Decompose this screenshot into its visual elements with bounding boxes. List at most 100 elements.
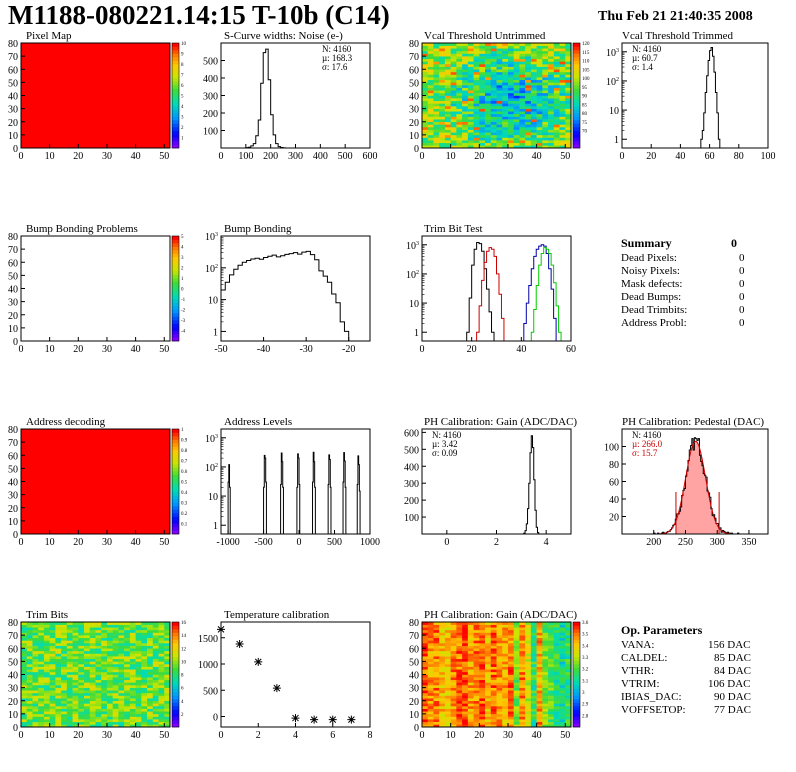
heatmap-cell <box>444 129 451 133</box>
heatmap-cell <box>490 716 497 720</box>
heatmap-cell <box>548 669 555 673</box>
x-tick-label: 40 <box>131 344 141 355</box>
heatmap-cell <box>112 664 119 667</box>
heatmap-cell <box>462 719 469 723</box>
heatmap-cell <box>158 713 165 717</box>
stats-line: σ: 17.6 <box>322 62 348 72</box>
heatmap-cell <box>485 698 492 702</box>
heatmap-cell <box>479 124 486 128</box>
param-value: 84 DAC <box>714 665 751 677</box>
heatmap-cell <box>479 687 486 691</box>
heatmap-cell <box>467 629 474 633</box>
heatmap-cell <box>124 700 131 704</box>
heatmap-cell <box>530 632 537 636</box>
heatmap-cell <box>32 685 39 688</box>
heatmap-cell <box>106 685 113 688</box>
heatmap-cell <box>450 145 457 149</box>
heatmap-cell <box>536 108 543 112</box>
heatmap-cell <box>450 66 457 70</box>
heatmap-cell <box>21 632 28 636</box>
heatmap-cell <box>101 658 108 662</box>
heatmap-cell <box>553 87 560 91</box>
heatmap-cell <box>72 648 79 652</box>
y-tick-label: 10 <box>409 299 419 310</box>
heatmap-cell <box>95 692 102 696</box>
heatmap-cell <box>61 713 68 717</box>
heatmap-cell <box>43 711 50 715</box>
palette-tick-label: 80 <box>582 112 588 117</box>
heatmap-cell <box>467 53 474 57</box>
heatmap-cell <box>548 635 555 639</box>
heatmap-cell <box>89 629 96 633</box>
heatmap-cell <box>565 719 572 723</box>
heatmap-cell <box>513 711 520 715</box>
heatmap-cell <box>542 87 549 91</box>
heatmap-cell <box>513 637 520 641</box>
heatmap-cell <box>467 98 474 102</box>
heatmap-cell <box>513 92 520 96</box>
palette-step <box>172 723 179 728</box>
heatmap-cell <box>525 622 532 625</box>
heatmap-cell <box>553 653 560 657</box>
heatmap-cell <box>542 687 549 691</box>
heatmap-cell <box>565 669 572 673</box>
palette-step <box>172 253 179 258</box>
palette-tick-label: 2 <box>181 267 184 272</box>
heatmap-cell <box>536 71 543 75</box>
heatmap-cell <box>548 721 555 725</box>
heatmap-cell <box>553 708 560 712</box>
heatmap-cell <box>485 711 492 715</box>
heatmap-cell <box>89 708 96 712</box>
heatmap-cell <box>548 111 555 115</box>
heatmap-cell <box>158 664 165 667</box>
heatmap-cell <box>553 82 560 86</box>
heatmap-cell <box>427 61 434 65</box>
heatmap-cell <box>513 45 520 49</box>
heatmap-cell <box>61 645 68 649</box>
heatmap-cell <box>559 121 566 125</box>
heatmap-cell <box>553 624 560 628</box>
heatmap-cell <box>479 66 486 70</box>
heatmap-cell <box>444 50 451 54</box>
heatmap-cell <box>496 145 503 149</box>
heatmap-cell <box>152 653 159 657</box>
heatmap-cell <box>536 134 543 138</box>
heatmap-cell <box>462 721 469 725</box>
heatmap-cell <box>61 679 68 683</box>
y-tick-label: 30 <box>8 684 18 695</box>
heatmap-cell <box>49 692 56 696</box>
heatmap-cell <box>496 677 503 681</box>
heatmap-cell <box>507 698 514 702</box>
heatmap-cell <box>129 669 136 673</box>
heatmap-cell <box>61 677 68 681</box>
heatmap-cell <box>450 703 457 707</box>
palette-step <box>172 632 179 637</box>
heatmap-cell <box>135 669 142 673</box>
x-tick-label: -40 <box>257 344 270 355</box>
heatmap-cell <box>66 650 73 654</box>
heatmap-cell <box>525 106 532 109</box>
heatmap-cell <box>26 674 33 678</box>
heatmap-cell <box>548 66 555 70</box>
heatmap-cell <box>147 650 154 654</box>
heatmap-cell <box>502 629 509 633</box>
heatmap-cell <box>485 142 492 146</box>
heatmap-cell <box>548 137 555 141</box>
heatmap-cell <box>164 674 171 678</box>
heatmap-cell <box>502 50 509 54</box>
heatmap-cell <box>565 43 572 46</box>
heatmap-cell <box>433 129 440 133</box>
heatmap-cell <box>450 43 457 46</box>
heatmap-cell <box>95 640 102 644</box>
heatmap-cell <box>78 632 85 636</box>
heatmap-cell <box>422 116 429 120</box>
heatmap-cell <box>479 708 486 712</box>
heatmap-cell <box>496 674 503 678</box>
heatmap-cell <box>135 653 142 657</box>
palette-tick-label: 0.3 <box>181 502 188 507</box>
heatmap-cell <box>479 690 486 694</box>
heatmap-cell <box>513 650 520 654</box>
heatmap-cell <box>444 677 451 681</box>
heatmap-cell <box>439 719 446 723</box>
heatmap-cell <box>72 635 79 639</box>
